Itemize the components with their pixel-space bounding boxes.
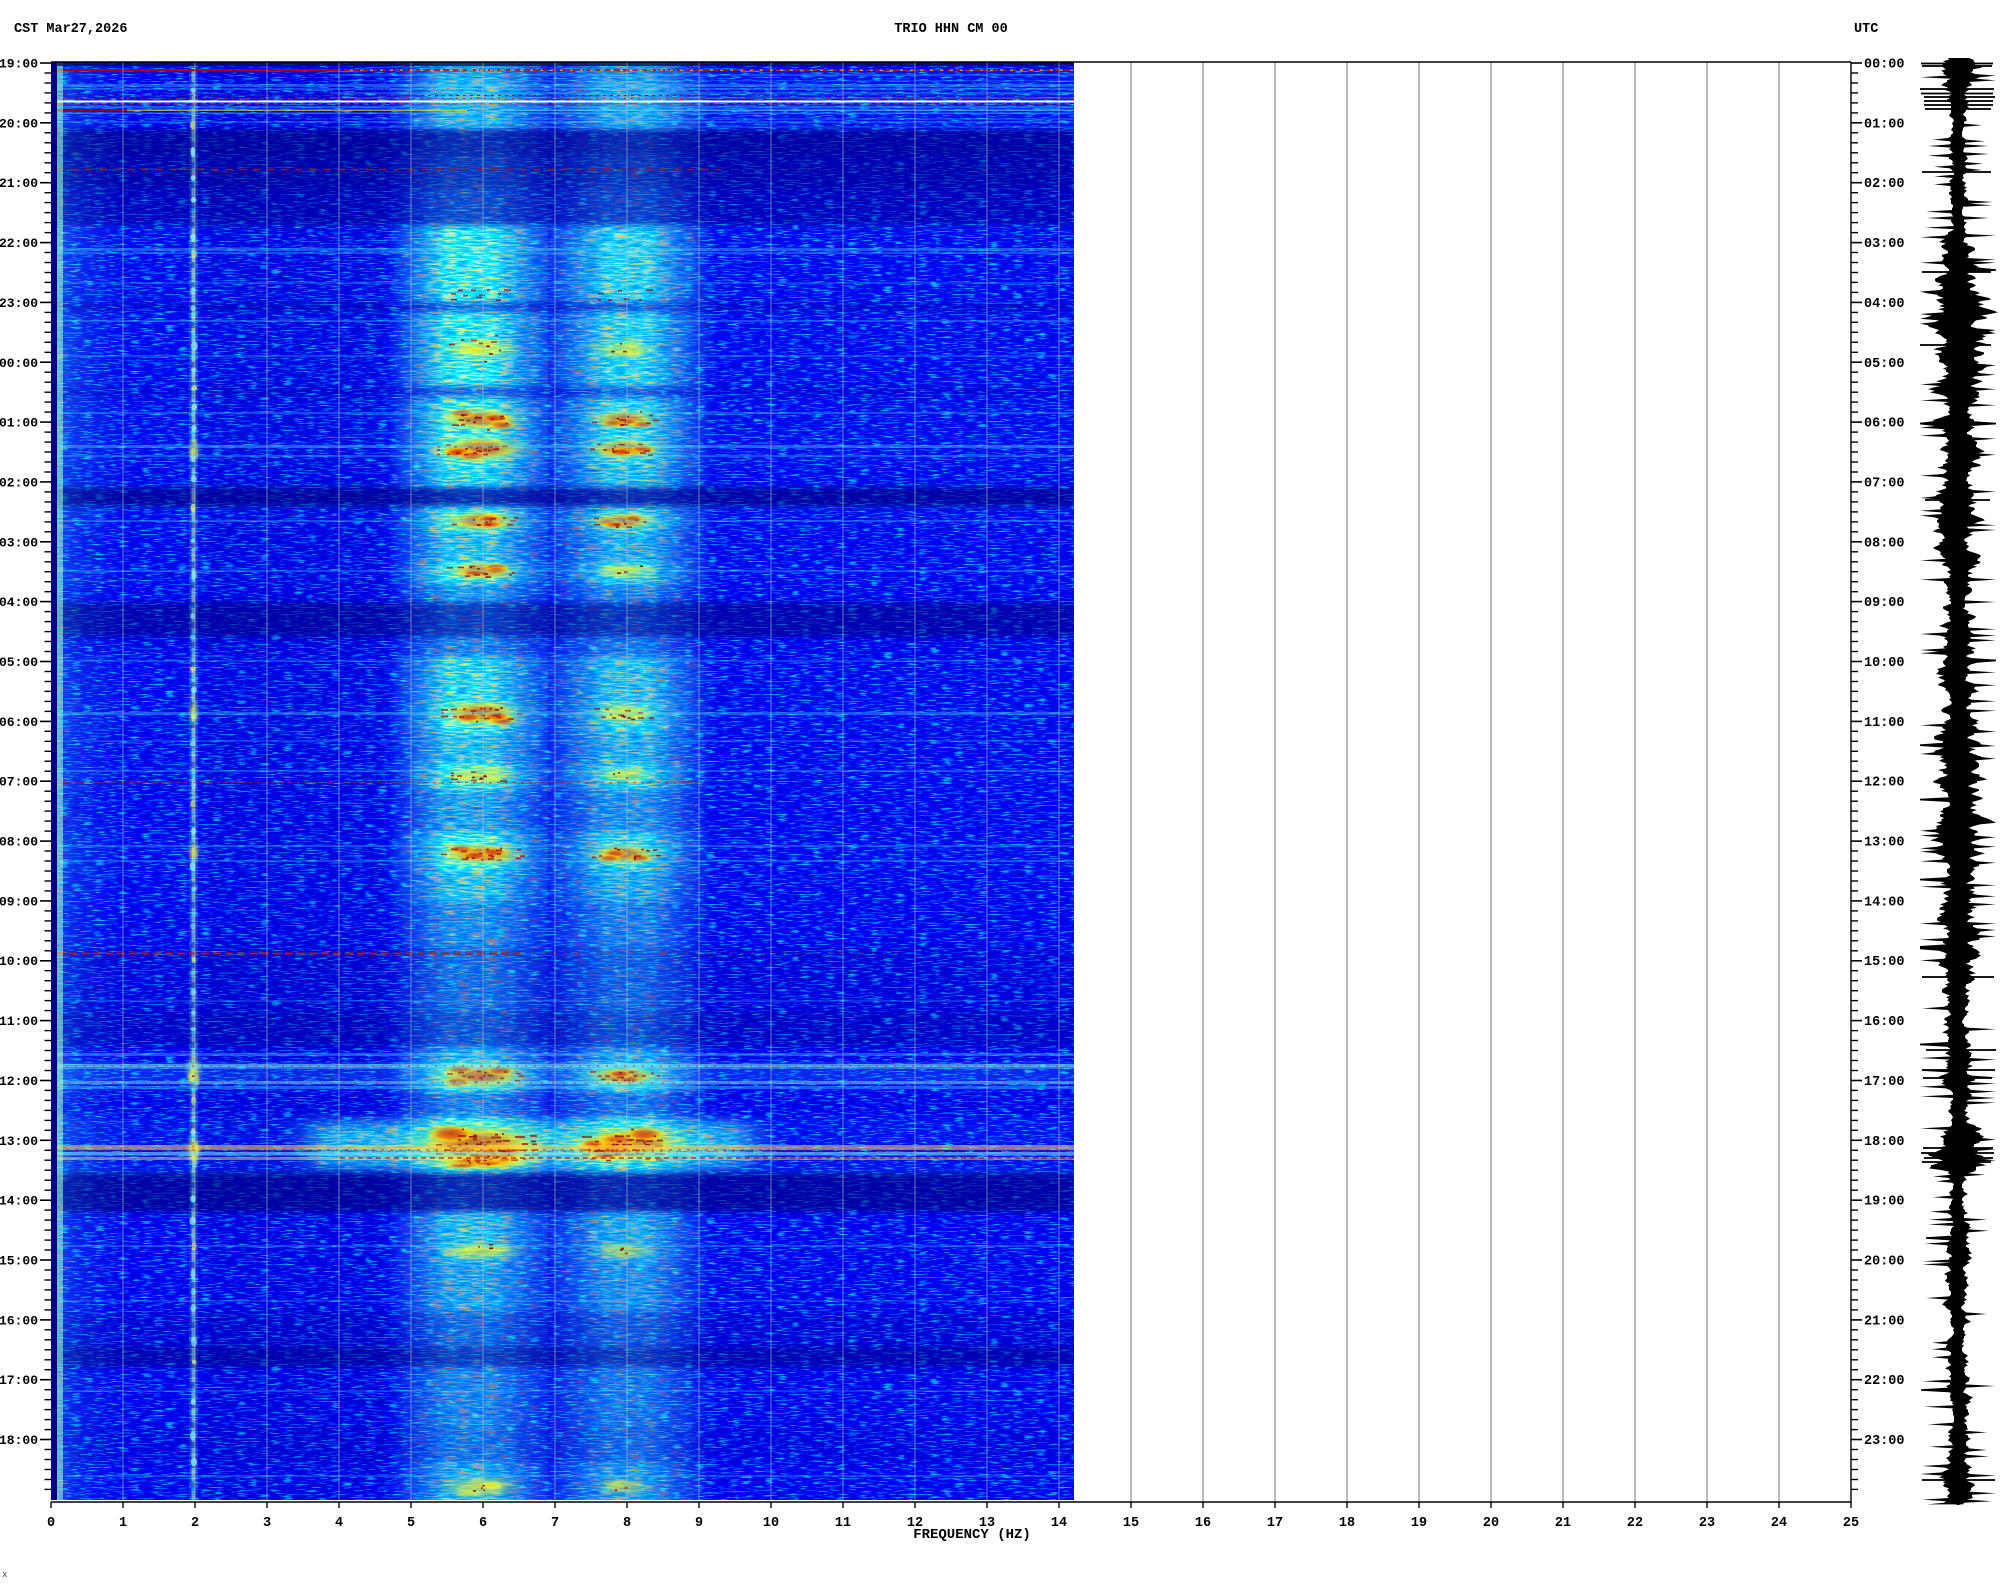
svg-text:14: 14 bbox=[1051, 1516, 1067, 1531]
svg-text:14:00: 14:00 bbox=[0, 1194, 38, 1209]
svg-text:06:00: 06:00 bbox=[0, 715, 38, 730]
svg-text:20:00: 20:00 bbox=[1864, 1255, 1905, 1270]
svg-text:FREQUENCY (HZ): FREQUENCY (HZ) bbox=[913, 1527, 1031, 1543]
svg-text:04:00: 04:00 bbox=[1864, 297, 1905, 312]
svg-text:4: 4 bbox=[335, 1516, 343, 1531]
svg-text:12:00: 12:00 bbox=[1864, 776, 1905, 791]
svg-text:x​: x​ bbox=[2, 1570, 7, 1580]
svg-text:23:00: 23:00 bbox=[1864, 1434, 1905, 1449]
svg-text:10:00: 10:00 bbox=[1864, 656, 1905, 671]
svg-text:13:00: 13:00 bbox=[0, 1134, 38, 1149]
svg-text:16:00: 16:00 bbox=[1864, 1015, 1905, 1030]
svg-text:03:00: 03:00 bbox=[0, 535, 38, 550]
svg-text:11:00: 11:00 bbox=[1864, 716, 1905, 731]
svg-text:11: 11 bbox=[835, 1516, 851, 1531]
svg-text:24: 24 bbox=[1771, 1516, 1787, 1531]
svg-text:3: 3 bbox=[263, 1516, 271, 1531]
svg-text:6: 6 bbox=[479, 1516, 487, 1531]
svg-text:21:00: 21:00 bbox=[1864, 1314, 1905, 1329]
svg-text:19: 19 bbox=[1411, 1516, 1427, 1531]
svg-text:07:00: 07:00 bbox=[1864, 476, 1905, 491]
svg-text:19:00: 19:00 bbox=[1864, 1195, 1905, 1210]
svg-text:16:00: 16:00 bbox=[0, 1313, 38, 1328]
svg-text:22: 22 bbox=[1627, 1516, 1643, 1531]
svg-text:09:00: 09:00 bbox=[0, 894, 38, 909]
svg-text:02:00: 02:00 bbox=[1864, 177, 1905, 192]
svg-text:12: 12 bbox=[907, 1516, 923, 1531]
svg-text:1: 1 bbox=[119, 1516, 127, 1531]
svg-text:21:00: 21:00 bbox=[0, 176, 38, 191]
svg-text:17: 17 bbox=[1267, 1516, 1283, 1531]
svg-text:2: 2 bbox=[191, 1516, 199, 1531]
svg-text:16: 16 bbox=[1195, 1516, 1211, 1531]
svg-text:18: 18 bbox=[1339, 1516, 1355, 1531]
svg-text:13: 13 bbox=[979, 1516, 995, 1531]
svg-text:0: 0 bbox=[47, 1516, 55, 1531]
svg-text:18:00: 18:00 bbox=[0, 1433, 38, 1448]
svg-text:07:00: 07:00 bbox=[0, 775, 38, 790]
svg-text:15:00: 15:00 bbox=[1864, 955, 1905, 970]
svg-text:03:00: 03:00 bbox=[1864, 237, 1905, 252]
svg-text:01:00: 01:00 bbox=[0, 416, 38, 431]
svg-text:19:00: 19:00 bbox=[0, 57, 38, 72]
svg-text:7: 7 bbox=[551, 1516, 559, 1531]
svg-text:02:00: 02:00 bbox=[0, 475, 38, 490]
svg-text:12:00: 12:00 bbox=[0, 1074, 38, 1089]
svg-text:CST Mar27,2026: CST Mar27,2026 bbox=[14, 22, 127, 37]
svg-text:23: 23 bbox=[1699, 1516, 1715, 1531]
svg-text:01:00: 01:00 bbox=[1864, 117, 1905, 132]
svg-text:21: 21 bbox=[1555, 1516, 1571, 1531]
svg-text:18:00: 18:00 bbox=[1864, 1135, 1905, 1150]
svg-text:15: 15 bbox=[1123, 1516, 1139, 1531]
svg-text:00:00: 00:00 bbox=[0, 356, 38, 371]
svg-text:17:00: 17:00 bbox=[1864, 1075, 1905, 1090]
svg-text:8: 8 bbox=[623, 1516, 631, 1531]
svg-text:20:00: 20:00 bbox=[0, 116, 38, 131]
svg-text:06:00: 06:00 bbox=[1864, 417, 1905, 432]
svg-text:5: 5 bbox=[407, 1516, 415, 1531]
svg-text:10: 10 bbox=[763, 1516, 779, 1531]
svg-text:05:00: 05:00 bbox=[0, 655, 38, 670]
svg-text:UTC: UTC bbox=[1854, 22, 1878, 37]
svg-text:22:00: 22:00 bbox=[1864, 1374, 1905, 1389]
svg-text:9: 9 bbox=[695, 1516, 703, 1531]
svg-text:13:00: 13:00 bbox=[1864, 836, 1905, 851]
svg-text:25: 25 bbox=[1843, 1516, 1859, 1531]
svg-text:14:00: 14:00 bbox=[1864, 895, 1905, 910]
svg-text:10:00: 10:00 bbox=[0, 954, 38, 969]
svg-text:15:00: 15:00 bbox=[0, 1254, 38, 1269]
svg-text:23:00: 23:00 bbox=[0, 296, 38, 311]
svg-text:20: 20 bbox=[1483, 1516, 1499, 1531]
svg-text:11:00: 11:00 bbox=[0, 1014, 38, 1029]
svg-text:08:00: 08:00 bbox=[1864, 536, 1905, 551]
svg-text:09:00: 09:00 bbox=[1864, 596, 1905, 611]
svg-text:05:00: 05:00 bbox=[1864, 357, 1905, 372]
svg-text:08:00: 08:00 bbox=[0, 835, 38, 850]
svg-text:TRIO HHN CM 00: TRIO HHN CM 00 bbox=[894, 22, 1007, 37]
svg-text:17:00: 17:00 bbox=[0, 1373, 38, 1388]
svg-text:22:00: 22:00 bbox=[0, 236, 38, 251]
svg-text:00:00: 00:00 bbox=[1864, 58, 1905, 73]
svg-text:04:00: 04:00 bbox=[0, 595, 38, 610]
